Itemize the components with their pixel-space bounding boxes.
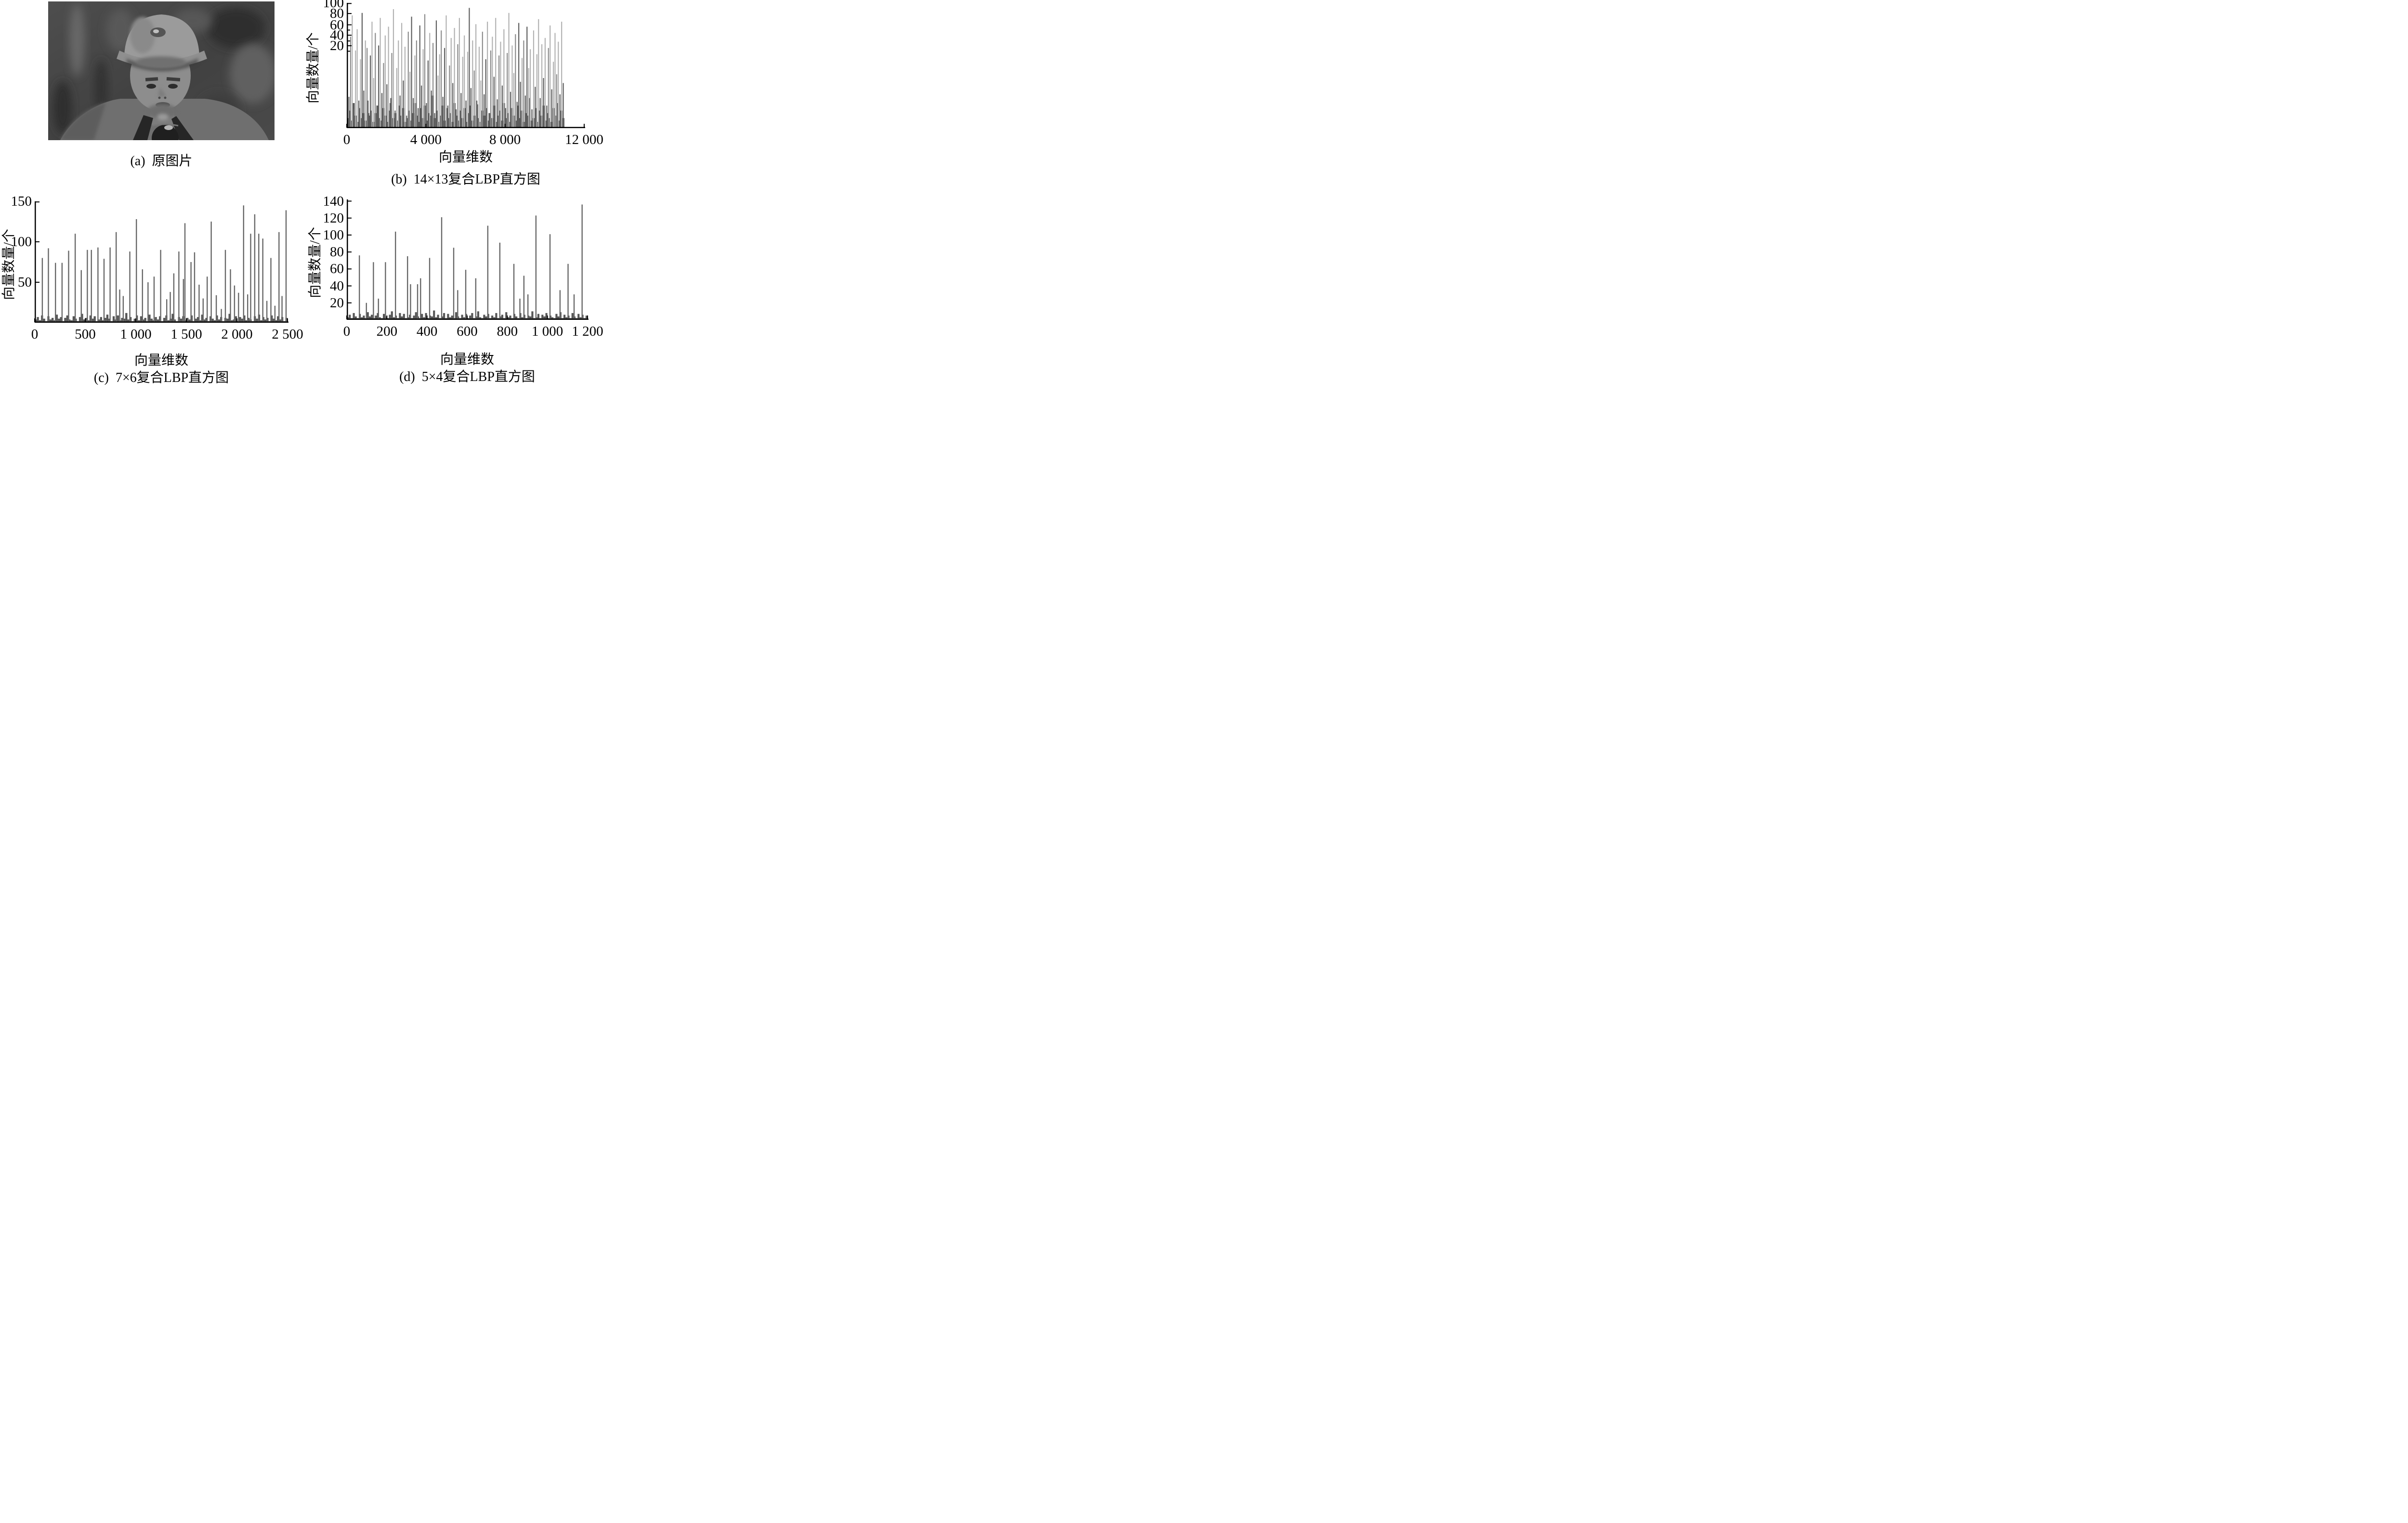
caption-b: (b) 14×13复合LBP直方图 — [391, 172, 540, 187]
left-eyebrow — [145, 77, 158, 81]
ytick-label: 120 — [323, 210, 344, 226]
left-eye — [146, 84, 156, 89]
xtick-label: 8 000 — [489, 132, 521, 147]
ytick-label: 150 — [11, 194, 32, 209]
ytick-label: 100 — [11, 234, 32, 249]
panel-a — [48, 1, 275, 140]
ytick-label: 50 — [18, 275, 32, 290]
xtick-label: 600 — [457, 324, 478, 339]
right-eye — [168, 84, 178, 89]
chart-b-ylabel: 向量数量/个 — [306, 32, 321, 104]
figure-page: { "page": { "background": "#ffffff" }, "… — [0, 0, 603, 385]
xtick-label: 2 500 — [272, 327, 303, 342]
brim-shadow — [126, 58, 198, 71]
xtick-label: 1 000 — [120, 327, 152, 342]
caption-a: (a) 原图片 — [130, 154, 193, 169]
chart-d-ylabel: 向量数量/个 — [308, 227, 323, 298]
left-strap — [133, 115, 153, 140]
ytick-label: 40 — [330, 27, 344, 43]
plot-c — [34, 201, 288, 323]
panel-d: 140 120 100 80 60 40 20 0 200 400 600 800 1 000 1 200… — [299, 193, 603, 384]
ytick-label: 40 — [330, 278, 344, 294]
plot-b — [346, 3, 585, 129]
caption-d: (d) 5×4复合LBP直方图 — [399, 369, 535, 384]
xtick-label: 1 200 — [572, 324, 603, 339]
panel-b: 100 80 60 40 20 0 4 000 8 000 12 000 向量数量/个 向量维数… — [289, 0, 603, 193]
xtick-label: 0 — [343, 132, 351, 147]
right-eyebrow — [166, 77, 181, 81]
xtick-label: 800 — [497, 324, 518, 339]
chart-c-xlabel: 向量维数 — [134, 353, 188, 368]
ytick-label: 80 — [330, 6, 344, 22]
xtick-label: 500 — [75, 327, 96, 342]
plot-d — [346, 199, 589, 320]
ytick-label: 80 — [330, 244, 344, 260]
xtick-label: 12 000 — [565, 132, 603, 147]
chart-b-plot-area: 100 80 60 40 20 0 4 000 8 000 12 000 — [289, 0, 603, 193]
original-photo-illustration — [48, 1, 275, 140]
chart-c-plot-area: 150 100 50 0 500 1 000 1 500 2 000 2 500 — [0, 193, 303, 381]
xtick-label: 1 000 — [532, 324, 563, 339]
stubble — [147, 104, 178, 118]
ytick-label: 60 — [330, 261, 344, 277]
xtick-label: 2 000 — [221, 327, 253, 342]
ytick-label: 140 — [323, 193, 344, 209]
miner-figure — [60, 14, 269, 140]
xtick-label: 400 — [416, 324, 438, 339]
chart-d-xlabel: 向量维数 — [440, 352, 494, 367]
ytick-label: 60 — [330, 17, 344, 33]
ytick-label: 100 — [323, 227, 344, 243]
ytick-label: 20 — [330, 295, 344, 311]
caption-c: (c) 7×6复合LBP直方图 — [93, 370, 229, 385]
xtick-label: 200 — [376, 324, 398, 339]
chart-b-xlabel: 向量维数 — [438, 150, 493, 165]
xtick-label: 4 000 — [410, 132, 442, 147]
xtick-label: 0 — [343, 324, 351, 339]
ytick-label: 20 — [330, 38, 344, 53]
xtick-label: 0 — [31, 327, 39, 342]
panel-c: 150 100 50 0 500 1 000 1 500 2 000 2 500 向量数量/个 … — [0, 193, 303, 385]
chart-d-plot-area: 140 120 100 80 60 40 20 0 200 400 600 800 1 000 1 200 — [299, 193, 603, 381]
ytick-label: 100 — [323, 0, 344, 11]
nose — [158, 87, 167, 97]
chart-c-ylabel: 向量数量/个 — [1, 229, 16, 300]
xtick-label: 1 500 — [170, 327, 202, 342]
